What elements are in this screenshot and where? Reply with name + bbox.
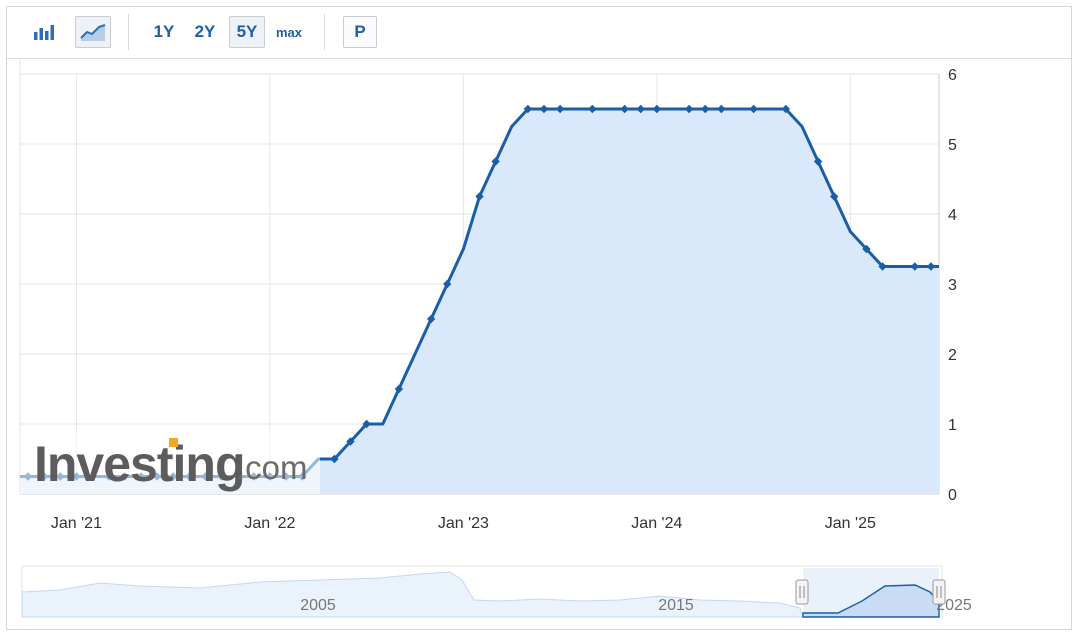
y-tick-label: 2	[948, 347, 957, 364]
data-point[interactable]	[523, 104, 533, 114]
toolbar-divider	[324, 14, 325, 50]
watermark-accent	[169, 438, 178, 447]
data-point[interactable]	[475, 192, 484, 201]
data-point[interactable]	[588, 104, 597, 114]
navigator-history-area	[21, 571, 804, 618]
line-chart-button[interactable]	[75, 16, 111, 48]
x-tick-label: Jan '22	[244, 515, 295, 532]
data-point[interactable]	[394, 384, 404, 394]
range-2y-button[interactable]: 2Y	[194, 22, 216, 41]
x-tick-label: Jan '25	[825, 515, 876, 532]
data-point[interactable]	[346, 437, 355, 446]
data-point[interactable]	[749, 104, 758, 114]
data-point[interactable]	[426, 314, 436, 324]
data-point[interactable]	[362, 419, 371, 429]
range-5y-button[interactable]: 5Y	[229, 16, 265, 48]
navigator-handle-left[interactable]	[795, 579, 809, 605]
data-point[interactable]	[830, 192, 839, 201]
y-axis: 0 1 2 3 4 5 6	[948, 67, 957, 504]
x-tick-label: Jan '24	[631, 515, 682, 532]
y-tick-label: 0	[948, 487, 957, 504]
x-tick-label: Jan '21	[51, 515, 102, 532]
range-max-button[interactable]: max	[275, 24, 303, 40]
data-point[interactable]	[862, 244, 871, 254]
y-tick-label: 3	[948, 277, 957, 294]
bar-chart-button[interactable]	[29, 16, 63, 48]
data-point[interactable]	[701, 104, 710, 114]
data-point[interactable]	[330, 454, 339, 464]
data-point[interactable]	[443, 279, 452, 289]
data-point[interactable]	[878, 262, 887, 271]
chart-toolbar: 1Y 2Y 5Y max P	[7, 7, 1071, 59]
navigator-handle-right[interactable]	[932, 579, 946, 605]
navigator-year-label: 2015	[658, 597, 694, 614]
data-point[interactable]	[555, 104, 565, 114]
y-tick-label: 4	[948, 207, 957, 224]
x-tick-label: Jan '23	[438, 515, 489, 532]
data-point[interactable]	[620, 104, 629, 114]
range-1y-button[interactable]: 1Y	[153, 22, 175, 41]
y-tick-label: 6	[948, 67, 957, 84]
data-point[interactable]	[652, 104, 662, 114]
y-tick-label: 5	[948, 137, 957, 154]
navigator[interactable]: 2005 2015 2025	[21, 565, 972, 618]
data-point[interactable]	[926, 262, 936, 271]
bar-chart-icon	[34, 25, 54, 40]
p-button[interactable]: P	[343, 16, 377, 48]
watermark-suffix: .com	[236, 449, 308, 486]
investing-watermark: Investing .com	[20, 432, 320, 494]
toolbar-divider	[128, 14, 129, 50]
x-axis: Jan '21 Jan '22 Jan '23 Jan '24 Jan '25	[51, 515, 876, 532]
data-point[interactable]	[910, 262, 920, 271]
data-point[interactable]	[491, 157, 500, 166]
line-chart-icon	[80, 24, 106, 41]
series-area	[20, 109, 939, 494]
navigator-year-label: 2005	[300, 597, 336, 614]
watermark-brand: Investing	[34, 436, 244, 492]
y-tick-label: 1	[948, 417, 957, 434]
data-point[interactable]	[539, 104, 549, 114]
data-point[interactable]	[813, 157, 823, 166]
data-point[interactable]	[684, 104, 694, 114]
data-point[interactable]	[781, 104, 791, 114]
data-point[interactable]	[717, 104, 726, 114]
data-point[interactable]	[636, 104, 645, 114]
navigator-selection-line	[802, 584, 940, 618]
